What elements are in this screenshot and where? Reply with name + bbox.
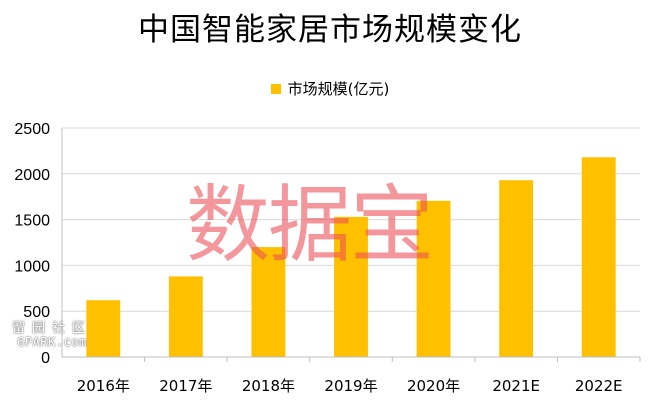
x-tick-label: 2020年 (407, 377, 460, 395)
bar (416, 200, 451, 357)
x-tick-label: 2021E (492, 377, 540, 395)
bar (499, 180, 534, 357)
legend-label: 市场规模(亿元) (287, 80, 390, 98)
x-tick-label: 2022E (575, 377, 623, 395)
y-tick-label: 2500 (14, 121, 50, 138)
bar (581, 157, 616, 357)
bar (86, 300, 121, 357)
axes (61, 128, 641, 362)
y-tick-label: 0 (41, 350, 50, 367)
y-tick-label: 2000 (14, 167, 50, 184)
x-tick-label: 2019年 (324, 377, 377, 395)
bar (251, 247, 286, 357)
bar (334, 216, 368, 357)
legend-swatch (270, 83, 281, 94)
chart-title: 中国智能家居市场规模变化 (138, 12, 522, 48)
x-tick-label: 2016年 (77, 377, 130, 395)
y-tick-label: 1000 (14, 258, 50, 275)
legend: 市场规模(亿元) (0, 78, 660, 99)
y-tick-label: 500 (23, 304, 50, 321)
bar (168, 276, 203, 357)
y-tick-label: 1500 (14, 213, 50, 230)
tick-labels: 0 500 1000 1500 2000 2500 2016年 2017年 2018年 2019年… (14, 121, 622, 395)
bars (86, 157, 616, 357)
x-tick-label: 2018年 (242, 377, 295, 395)
x-tick-label: 2017年 (159, 377, 212, 395)
